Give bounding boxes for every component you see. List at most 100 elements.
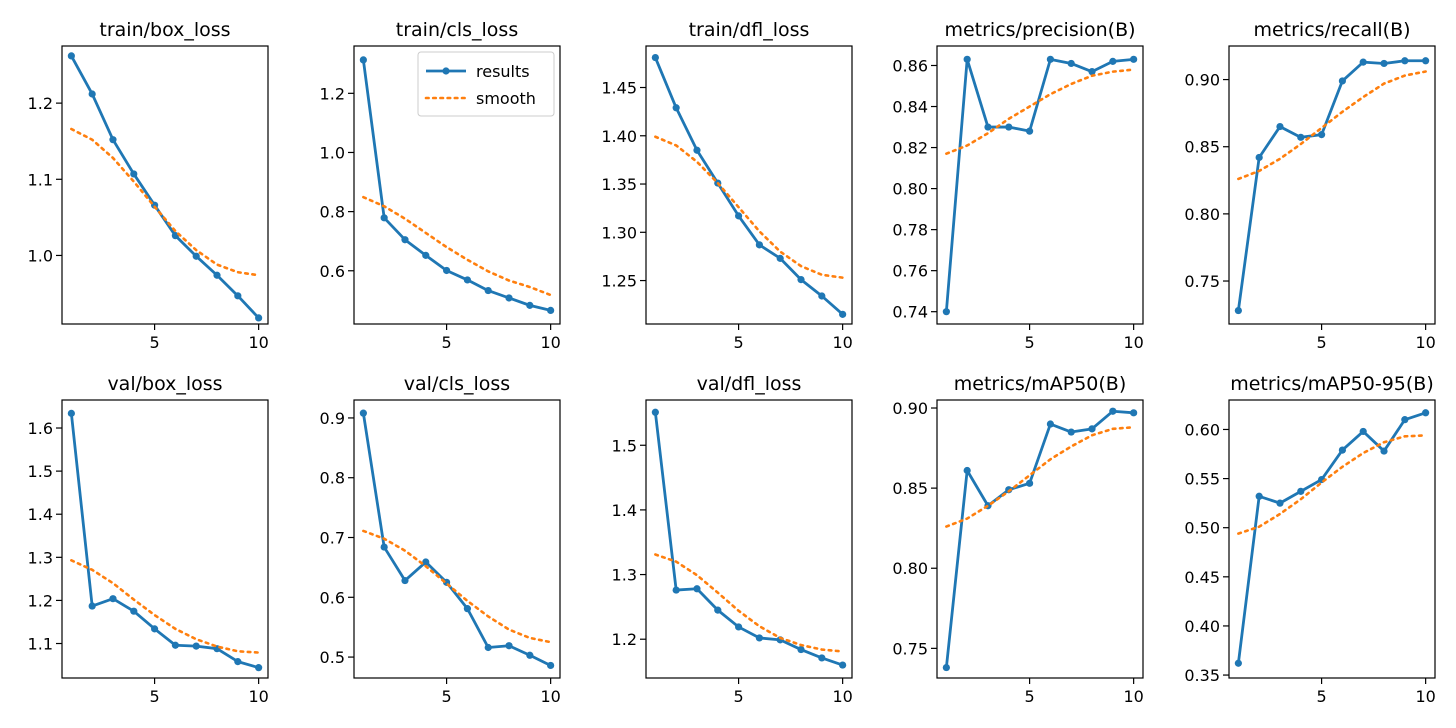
results-series-line <box>653 410 845 667</box>
results-data-point <box>797 645 805 654</box>
results-data-point <box>818 292 826 300</box>
y-tick-label: 1.2 <box>28 591 53 610</box>
results-data-point <box>88 602 96 610</box>
results-data-point <box>1276 499 1284 507</box>
y-tick-label: 0.80 <box>892 559 928 578</box>
axes-frame <box>645 45 853 325</box>
results-data-point <box>1401 57 1409 65</box>
results-data-point <box>1234 306 1242 315</box>
y-tick-label: 0.80 <box>892 180 928 199</box>
results-data-point <box>1234 659 1242 667</box>
results-data-point <box>1380 447 1388 455</box>
results-data-point <box>797 275 805 284</box>
legend-box <box>417 51 555 117</box>
panel-8: val/dfl_loss 1.2 1.3 1.4 1.5 5 10 <box>612 373 853 706</box>
results-data-point <box>359 409 367 417</box>
y-tick-label: 0.60 <box>1184 420 1220 439</box>
results-data-point <box>88 90 96 98</box>
y-tick-label: 0.75 <box>892 639 928 658</box>
results-data-point <box>359 56 367 64</box>
results-data-point <box>547 306 555 314</box>
y-tick-label: 0.84 <box>892 98 928 117</box>
results-data-point <box>1255 153 1263 162</box>
results-data-point <box>714 606 722 614</box>
y-tick-label: 0.8 <box>320 203 345 222</box>
axes-frame <box>936 45 1144 325</box>
results-data-point <box>942 308 950 316</box>
chart-title: metrics/precision(B) <box>944 19 1135 41</box>
results-data-point <box>547 661 555 670</box>
results-series-line <box>69 54 261 320</box>
x-tick-label: 5 <box>150 333 160 352</box>
results-series-line <box>944 409 1136 669</box>
results-data-point <box>1380 59 1388 68</box>
chart-title: train/dfl_loss <box>689 19 810 41</box>
y-tick-label: 1.5 <box>612 436 637 455</box>
results-data-point <box>1130 409 1138 417</box>
results-data-point <box>963 55 971 63</box>
y-tick-label: 1.4 <box>612 501 637 520</box>
panel-10: metrics/mAP50-95(B) 0.35 0.40 0.45 0.50 0.55 0… <box>1184 373 1435 706</box>
results-data-point <box>67 52 75 60</box>
y-tick-label: 0.74 <box>892 303 928 322</box>
results-series-line <box>361 411 553 667</box>
x-tick-label: 5 <box>1317 687 1327 706</box>
y-tick-label: 1.2 <box>28 94 53 113</box>
y-tick-label: 0.90 <box>892 399 928 418</box>
x-tick-label: 10 <box>540 687 560 706</box>
axes-frame <box>1228 45 1436 325</box>
x-tick-label: 10 <box>1415 687 1435 706</box>
results-data-point <box>463 605 472 613</box>
results-data-point <box>651 408 659 416</box>
x-tick-label: 10 <box>540 333 560 352</box>
y-tick-label: 0.6 <box>320 588 345 607</box>
results-series-line <box>361 58 553 312</box>
results-data-point <box>505 642 513 650</box>
results-series-line <box>1236 59 1428 312</box>
x-tick-label: 5 <box>1025 687 1035 706</box>
results-data-point <box>255 664 263 672</box>
smooth-series-line <box>1237 70 1427 181</box>
legend-results-label: results <box>476 62 530 81</box>
results-data-point <box>1401 416 1409 424</box>
results-data-point <box>1338 77 1347 85</box>
results-data-point <box>734 623 743 631</box>
results-data-point <box>234 292 242 300</box>
results-data-point <box>192 252 200 260</box>
smooth-series-line <box>70 127 260 277</box>
results-data-point <box>526 301 534 309</box>
y-tick-label: 0.50 <box>1184 519 1220 538</box>
results-data-point <box>1338 446 1347 454</box>
x-tick-label: 5 <box>442 333 452 352</box>
results-data-point <box>1046 420 1055 428</box>
x-tick-label: 10 <box>1123 333 1143 352</box>
legend-results-marker <box>442 67 450 75</box>
results-data-point <box>839 661 847 669</box>
y-tick-label: 0.35 <box>1184 666 1220 685</box>
x-tick-label: 5 <box>1025 333 1035 352</box>
y-tick-label: 0.6 <box>320 262 345 281</box>
x-tick-label: 10 <box>1123 687 1143 706</box>
results-data-point <box>672 586 680 594</box>
results-data-point <box>839 310 847 318</box>
y-tick-label: 1.0 <box>320 143 345 162</box>
smooth-series-line <box>945 425 1135 528</box>
y-tick-label: 1.25 <box>601 272 637 291</box>
smooth-series-line <box>945 68 1135 156</box>
results-data-point <box>693 585 701 593</box>
panel-2: train/cls_loss 0.6 0.8 1.0 1.2 5 10 results smoo… <box>320 19 561 352</box>
y-tick-label: 0.55 <box>1184 470 1220 489</box>
legend: results smooth <box>417 51 555 117</box>
chart-title: metrics/mAP50-95(B) <box>1230 373 1434 395</box>
axes-frame <box>936 399 1144 679</box>
x-tick-label: 10 <box>832 333 852 352</box>
y-tick-label: 1.3 <box>28 548 53 567</box>
smooth-series-line <box>362 195 552 297</box>
results-data-point <box>963 466 971 475</box>
results-data-point <box>1422 57 1430 65</box>
axes-frame <box>61 399 269 679</box>
y-tick-label: 1.2 <box>612 630 637 649</box>
results-data-point <box>1025 479 1034 487</box>
results-data-point <box>109 136 117 144</box>
